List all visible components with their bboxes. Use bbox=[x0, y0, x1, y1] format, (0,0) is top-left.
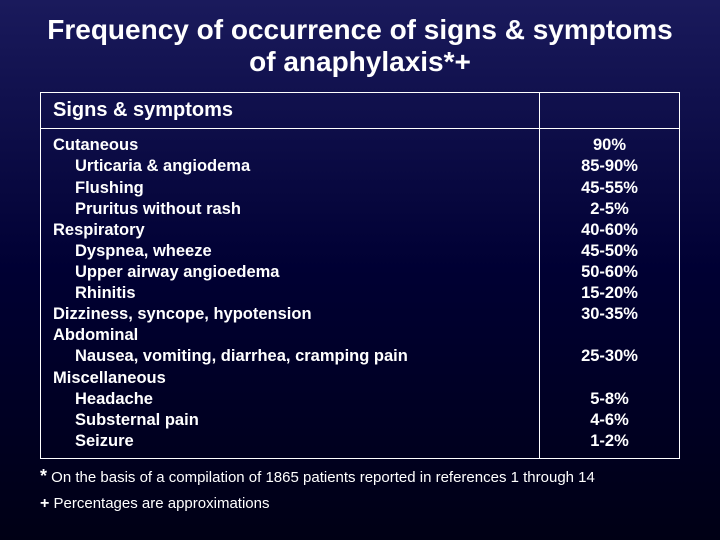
table-row-freq: 45-50% bbox=[552, 241, 667, 262]
table-row: Dyspnea, wheeze bbox=[53, 241, 527, 262]
table-row: Miscellaneous bbox=[53, 368, 527, 389]
footnote-plus: + Percentages are approximations bbox=[40, 494, 680, 515]
table-row: Cutaneous bbox=[53, 135, 527, 156]
plus-symbol: + bbox=[40, 495, 49, 512]
table-row: Flushing bbox=[53, 178, 527, 199]
table-row: Dizziness, syncope, hypotension bbox=[53, 304, 527, 325]
table-row-freq: 90% bbox=[552, 135, 667, 156]
table-row-freq: 50-60% bbox=[552, 262, 667, 283]
table-row-freq: 25-30% bbox=[552, 346, 667, 367]
freq-cell: 90%85-90%45-55%2-5%40-60%45-50%50-60%15-… bbox=[540, 129, 680, 459]
star-symbol: * bbox=[40, 466, 47, 486]
table-row-freq: 4-6% bbox=[552, 410, 667, 431]
signs-table: Signs & symptoms CutaneousUrticaria & an… bbox=[40, 92, 680, 459]
col-header-freq bbox=[540, 93, 680, 129]
table-row: Seizure bbox=[53, 431, 527, 452]
table-row: Abdominal bbox=[53, 325, 527, 346]
table-row: Pruritus without rash bbox=[53, 199, 527, 220]
table-row: Respiratory bbox=[53, 220, 527, 241]
table-row-freq: 5-8% bbox=[552, 389, 667, 410]
table-row: Substernal pain bbox=[53, 410, 527, 431]
table-row: Urticaria & angiodema bbox=[53, 156, 527, 177]
table-row-freq bbox=[552, 325, 667, 346]
table-row-freq: 45-55% bbox=[552, 178, 667, 199]
footnote-plus-text: Percentages are approximations bbox=[49, 495, 269, 512]
table-row: Nausea, vomiting, diarrhea, cramping pai… bbox=[53, 346, 527, 367]
signs-cell: CutaneousUrticaria & angiodemaFlushingPr… bbox=[41, 129, 540, 459]
footnote-star: * On the basis of a compilation of 1865 … bbox=[40, 465, 680, 488]
table-row-freq: 15-20% bbox=[552, 283, 667, 304]
table-row: Rhinitis bbox=[53, 283, 527, 304]
table-row-freq: 85-90% bbox=[552, 156, 667, 177]
slide-title: Frequency of occurrence of signs & sympt… bbox=[40, 14, 680, 78]
table-row-freq bbox=[552, 368, 667, 389]
table-row-freq: 2-5% bbox=[552, 199, 667, 220]
footnote-star-text: On the basis of a compilation of 1865 pa… bbox=[47, 469, 595, 486]
table-row-freq: 30-35% bbox=[552, 304, 667, 325]
col-header-signs: Signs & symptoms bbox=[41, 93, 540, 129]
table-row-freq: 40-60% bbox=[552, 220, 667, 241]
table-row-freq: 1-2% bbox=[552, 431, 667, 452]
table-row: Upper airway angioedema bbox=[53, 262, 527, 283]
table-row: Headache bbox=[53, 389, 527, 410]
